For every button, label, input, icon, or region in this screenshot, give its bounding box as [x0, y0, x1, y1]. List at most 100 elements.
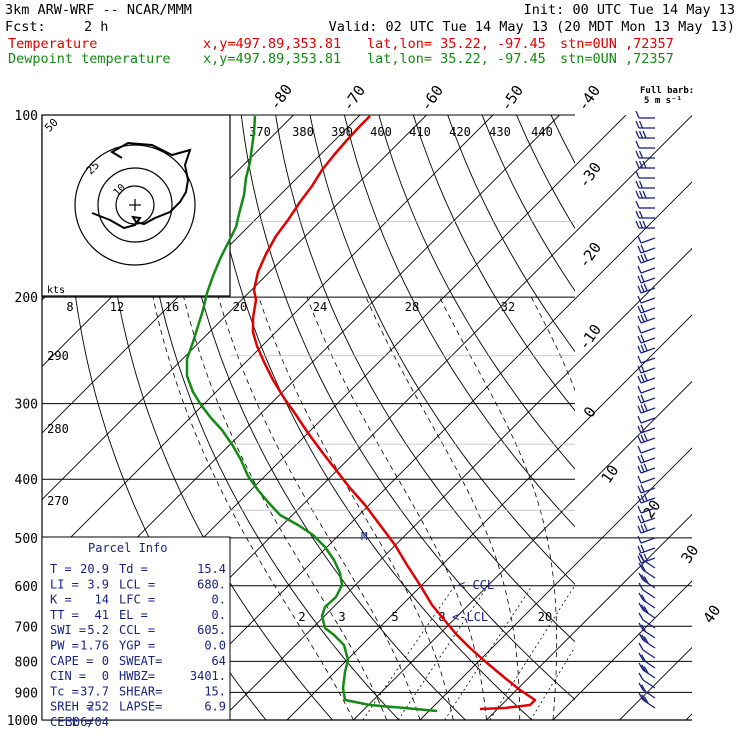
- ccl-marker: <-CCL: [458, 578, 494, 592]
- wind-barb: [635, 150, 655, 159]
- parcel-info-cell: 14: [95, 593, 109, 607]
- theta-label-390: 390: [331, 125, 353, 139]
- parcel-info-cell: 15.: [204, 684, 226, 698]
- moist-adiabat: [306, 296, 487, 720]
- parcel-info-cell: LAPSE=: [119, 700, 162, 714]
- parcel-info-cell: 0.: [212, 593, 226, 607]
- wind-barb: [638, 582, 656, 599]
- mixing-ratio-label-5: 5: [391, 610, 398, 624]
- isotherm-label--70: -70: [339, 82, 369, 115]
- wind-barb: [638, 632, 656, 649]
- isotherm-label--20: -20: [575, 239, 605, 272]
- isotherm-label--60: -60: [417, 82, 447, 115]
- wind-barb: [637, 385, 656, 394]
- wind-barb: [638, 672, 656, 689]
- wind-barb: [637, 313, 656, 324]
- pressure-tick-600: 600: [15, 580, 38, 595]
- parcel-info-cell: T =: [50, 562, 72, 576]
- wind-barb: [637, 433, 656, 444]
- dry-adiabat: [654, 115, 740, 720]
- dewpoint-latlon: lat,lon= 35.22, -97.45: [367, 51, 546, 67]
- top-scale-label-24: 24: [313, 300, 327, 314]
- dry-adiabat: [689, 115, 740, 720]
- isotherm: [353, 380, 692, 720]
- wind-barb: [638, 642, 656, 659]
- theta-label-410: 410: [409, 125, 431, 139]
- hodo-ring-outer: [74, 144, 196, 266]
- mixing-ratio-line: [530, 646, 575, 720]
- wind-barb: [638, 592, 656, 609]
- parcel-info-cell: K =: [50, 593, 72, 607]
- isotherm: [685, 713, 692, 720]
- mixing-ratio-label-20: 20: [538, 610, 552, 624]
- wind-barb: [637, 403, 656, 414]
- parcel-info-cell: Td =: [119, 562, 148, 576]
- parcel-info-cell: SWI =: [50, 623, 86, 637]
- parcel-info-inset: Parcel Info T = 20.9 Td = 15.4 LI = 3.9 LCL = 6…: [41, 536, 231, 729]
- mixing-ratio-line: [444, 585, 533, 720]
- dewpoint-profile: [185, 115, 438, 713]
- parcel-info-cell: 6.9: [204, 700, 226, 714]
- wind-barb: [638, 662, 656, 679]
- wind-barb: [635, 120, 655, 129]
- wind-barb: [637, 454, 656, 464]
- dewpoint-xy: x,y=497.89,353.81: [203, 51, 342, 67]
- barb-legend-line2: 5 m s⁻¹: [644, 96, 682, 106]
- parcel-info-cell: 605.: [197, 623, 226, 637]
- wind-barb: [637, 394, 656, 404]
- wind-barb: [635, 180, 655, 189]
- wind-barb: [637, 253, 656, 264]
- pressure-tick-900: 900: [15, 686, 38, 701]
- moist-adiabat: [218, 296, 421, 720]
- wind-barb: [637, 334, 656, 344]
- parcel-info-cell: EL =: [119, 608, 148, 622]
- wind-barb: [635, 210, 655, 219]
- wind-barb: [638, 682, 656, 699]
- isotherm-label--30: -30: [575, 159, 605, 192]
- moist-adiabat: [686, 297, 740, 720]
- hodograph-trace: [91, 141, 192, 230]
- temperature-profile: [251, 115, 537, 711]
- wind-barb: [635, 190, 655, 199]
- temperature-xy: x,y=497.89,353.81: [203, 36, 342, 52]
- wind-barb: [635, 170, 655, 179]
- parcel-info-cell: SHEAR=: [119, 684, 162, 698]
- barb-legend-line1: Full barb:: [640, 86, 694, 96]
- thermo-grid: [42, 114, 740, 721]
- wind-barb: [638, 572, 656, 589]
- wind-barb: [637, 535, 656, 544]
- parcel-info-cell: CAPE =: [50, 654, 93, 668]
- pressure-tick-500: 500: [15, 532, 38, 547]
- dry-adiabat: [206, 115, 533, 720]
- wind-barb: [637, 514, 656, 524]
- isotherm: [42, 115, 427, 501]
- isotherm-label-10: 10: [597, 462, 622, 487]
- dry-adiabat: [378, 115, 575, 470]
- theta-label-420: 420: [449, 125, 471, 139]
- parcel-info-cell: TT =: [50, 608, 79, 622]
- temperature-station: stn=0UN ,72357: [560, 36, 674, 52]
- parcel-info-cell: HWBZ=: [119, 669, 155, 683]
- parcel-info-cell: 3.9: [87, 577, 109, 591]
- wind-barb: [637, 523, 656, 534]
- parcel-info-cell: 15.4: [197, 562, 226, 576]
- wind-barb: [637, 355, 656, 364]
- wind-barb: [637, 544, 656, 554]
- wind-barb: [637, 415, 656, 424]
- parcel-info-cell: 1.76: [80, 639, 109, 653]
- parcel-info-cell: 5.2: [87, 623, 109, 637]
- wind-barb: [638, 612, 656, 629]
- hodo-unit: kts: [47, 285, 65, 296]
- hodograph-inset: 50 25 10 kts: [41, 114, 231, 297]
- moist-adiabat: [653, 297, 737, 720]
- parcel-info-cell: SWEAT=: [119, 654, 162, 668]
- parcel-info-cell: CELL =: [50, 715, 93, 729]
- isotherm: [153, 181, 692, 720]
- top-scale-label-20: 20: [233, 300, 247, 314]
- wind-barb: [637, 274, 656, 284]
- parcel-info-cell: 41: [95, 608, 109, 622]
- dry-adiabat: [171, 115, 466, 720]
- parcel-info-title: Parcel Info: [88, 541, 167, 555]
- dry-adiabat: [240, 115, 575, 701]
- wind-barb: [637, 493, 656, 504]
